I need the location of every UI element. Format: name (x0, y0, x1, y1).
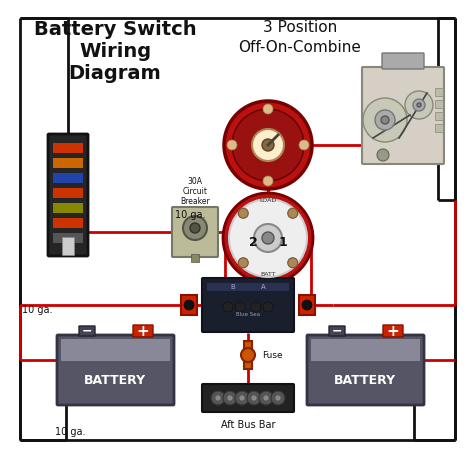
Bar (435, 100, 443, 108)
Text: −: − (332, 324, 342, 338)
FancyBboxPatch shape (382, 53, 424, 69)
Circle shape (417, 103, 421, 107)
Circle shape (252, 129, 284, 161)
FancyBboxPatch shape (172, 207, 218, 257)
Circle shape (232, 109, 304, 181)
Text: 10 ga.: 10 ga. (55, 427, 85, 437)
Circle shape (229, 199, 307, 277)
Text: Battery Switch: Battery Switch (34, 20, 196, 39)
FancyBboxPatch shape (57, 335, 174, 405)
Circle shape (262, 232, 274, 244)
Bar (311, 339, 420, 361)
Text: Fuse: Fuse (262, 351, 283, 359)
Text: 1: 1 (279, 237, 287, 249)
Text: +: + (387, 323, 400, 339)
FancyBboxPatch shape (181, 295, 197, 315)
Circle shape (235, 391, 249, 405)
Bar (53, 203, 83, 213)
FancyBboxPatch shape (202, 384, 294, 412)
Circle shape (239, 395, 245, 401)
Circle shape (263, 176, 273, 186)
Text: Off-On-Combine: Off-On-Combine (238, 40, 362, 55)
Circle shape (271, 391, 285, 405)
Circle shape (381, 116, 389, 124)
Text: 10 ga.: 10 ga. (22, 305, 53, 315)
Circle shape (224, 101, 312, 189)
Text: 30A
Circuit
Breaker: 30A Circuit Breaker (180, 177, 210, 206)
Bar (435, 124, 443, 132)
Circle shape (299, 140, 309, 150)
FancyBboxPatch shape (48, 134, 88, 256)
Circle shape (302, 300, 312, 310)
Text: −: − (82, 324, 92, 338)
Text: BATTERY: BATTERY (334, 373, 396, 387)
Text: Aft Bus Bar: Aft Bus Bar (221, 420, 275, 430)
Circle shape (190, 223, 200, 233)
Circle shape (227, 140, 237, 150)
Bar (53, 143, 83, 153)
Bar (53, 173, 83, 183)
Text: 10 ga.: 10 ga. (175, 210, 206, 220)
Circle shape (183, 216, 207, 240)
FancyBboxPatch shape (133, 325, 153, 337)
Bar (244, 341, 252, 369)
Bar (53, 218, 83, 228)
Circle shape (263, 104, 273, 114)
Text: BATT: BATT (260, 273, 276, 278)
FancyBboxPatch shape (202, 278, 294, 332)
Text: Diagram: Diagram (69, 64, 161, 83)
Text: 2: 2 (249, 237, 257, 249)
Bar (207, 283, 289, 291)
Text: +: + (137, 323, 149, 339)
FancyBboxPatch shape (299, 295, 315, 315)
Bar (62, 237, 74, 255)
FancyBboxPatch shape (383, 325, 403, 337)
Circle shape (223, 391, 237, 405)
Circle shape (377, 149, 389, 161)
Circle shape (259, 391, 273, 405)
Circle shape (375, 110, 395, 130)
Circle shape (288, 208, 298, 218)
Circle shape (263, 395, 269, 401)
Circle shape (405, 91, 433, 119)
Circle shape (227, 395, 233, 401)
Circle shape (223, 193, 313, 283)
Circle shape (235, 302, 245, 312)
Circle shape (363, 98, 407, 142)
Bar (53, 188, 83, 198)
Bar (53, 233, 83, 243)
Circle shape (288, 258, 298, 268)
Circle shape (215, 395, 221, 401)
Bar (435, 112, 443, 120)
FancyBboxPatch shape (307, 335, 424, 405)
Text: 3 Position: 3 Position (263, 20, 337, 35)
FancyBboxPatch shape (362, 67, 444, 164)
Circle shape (254, 224, 282, 252)
Circle shape (238, 258, 248, 268)
Circle shape (211, 391, 225, 405)
Bar (53, 158, 83, 168)
Circle shape (262, 139, 274, 151)
Text: B: B (231, 284, 236, 290)
Circle shape (184, 300, 194, 310)
Circle shape (247, 391, 261, 405)
Circle shape (238, 208, 248, 218)
Circle shape (223, 302, 233, 312)
FancyBboxPatch shape (79, 326, 95, 336)
Circle shape (275, 395, 281, 401)
Circle shape (251, 302, 261, 312)
Bar (191, 254, 199, 262)
Text: LOAD: LOAD (259, 199, 277, 203)
Bar (435, 88, 443, 96)
Circle shape (241, 348, 255, 362)
Text: Blue Sea: Blue Sea (236, 312, 260, 317)
Bar (61, 339, 170, 361)
Circle shape (413, 99, 425, 111)
Circle shape (263, 302, 273, 312)
Text: BATTERY: BATTERY (84, 373, 146, 387)
Text: A: A (261, 284, 265, 290)
Text: Wiring: Wiring (79, 42, 151, 61)
Circle shape (251, 395, 257, 401)
FancyBboxPatch shape (329, 326, 345, 336)
